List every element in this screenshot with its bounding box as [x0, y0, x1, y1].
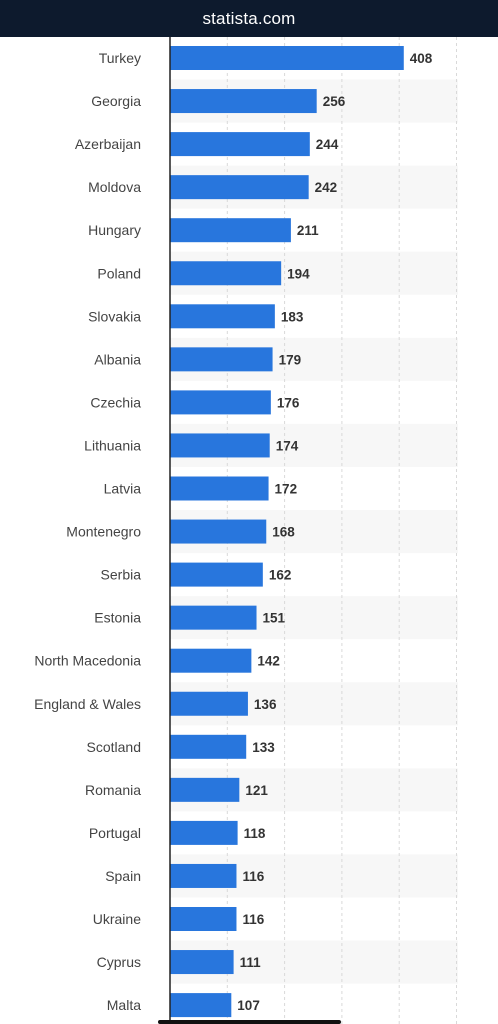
bar: [170, 777, 240, 802]
bar: [170, 433, 270, 458]
bar: [170, 820, 238, 845]
value-label: 179: [279, 352, 302, 367]
bar: [170, 390, 271, 415]
category-label: Cyprus: [97, 954, 141, 970]
category-label: Latvia: [104, 481, 142, 497]
bar: [170, 304, 275, 329]
bar: [170, 261, 282, 286]
bar: [170, 605, 257, 630]
category-label: Moldova: [88, 179, 141, 195]
bar: [170, 476, 269, 501]
category-label: Spain: [105, 868, 141, 884]
category-label: Czechia: [90, 394, 141, 410]
bar: [170, 863, 237, 888]
bar: [170, 562, 263, 587]
category-label: Ukraine: [93, 911, 141, 927]
value-label: 168: [272, 525, 295, 540]
value-label: 162: [269, 568, 292, 583]
home-indicator: [158, 1020, 341, 1024]
bar: [170, 691, 248, 716]
category-label: Serbia: [101, 567, 142, 583]
site-header: statista.com: [0, 0, 498, 37]
bar: [170, 132, 310, 157]
category-label: Lithuania: [84, 437, 141, 453]
value-label: 176: [277, 395, 300, 410]
value-label: 211: [297, 223, 319, 238]
category-label: Hungary: [88, 222, 141, 238]
value-label: 172: [275, 482, 298, 497]
value-label: 121: [245, 783, 268, 798]
bar: [170, 175, 309, 200]
bar: [170, 347, 273, 372]
category-label: Romania: [85, 782, 141, 798]
value-label: 133: [252, 740, 275, 755]
category-label: Georgia: [91, 93, 141, 109]
value-label: 136: [254, 697, 277, 712]
bar: [170, 46, 404, 70]
category-labels: Turkey Georgia Azerbaijan Moldova Hungary Pol…: [34, 50, 141, 1013]
category-label: North Macedonia: [34, 653, 141, 669]
value-label: 174: [276, 438, 299, 453]
category-label: Turkey: [99, 50, 141, 66]
category-label: Malta: [107, 997, 141, 1013]
value-label: 242: [315, 180, 338, 195]
value-label: 256: [323, 94, 346, 109]
bar: [170, 218, 291, 243]
value-label: 244: [316, 137, 339, 152]
bar: [170, 907, 237, 931]
bar: [170, 648, 252, 673]
bar: [170, 89, 317, 114]
category-label: Estonia: [94, 610, 141, 626]
category-label: Slovakia: [88, 308, 141, 324]
value-label: 111: [240, 955, 262, 970]
bar-chart: Turkey Georgia Azerbaijan Moldova Hungary Pol…: [34, 37, 458, 1024]
value-label: 151: [263, 611, 286, 626]
value-label: 194: [287, 266, 310, 281]
category-label: Montenegro: [66, 524, 141, 540]
bar: [170, 950, 234, 975]
value-label: 408: [410, 51, 433, 66]
value-label: 118: [244, 826, 266, 841]
category-label: Albania: [94, 351, 141, 367]
value-label: 116: [242, 912, 264, 927]
value-label: 142: [257, 654, 280, 669]
site-domain[interactable]: statista.com: [202, 8, 296, 28]
bar: [170, 734, 247, 759]
bar: [170, 519, 267, 544]
category-label: Poland: [97, 265, 141, 281]
category-label: Portugal: [89, 825, 141, 841]
value-label: 107: [237, 998, 260, 1013]
category-label: Scotland: [87, 739, 141, 755]
bars: [170, 46, 404, 1018]
category-label: England & Wales: [34, 696, 141, 712]
category-label: Azerbaijan: [75, 136, 141, 152]
value-label: 183: [281, 309, 304, 324]
bar: [170, 993, 232, 1018]
value-labels: 408 256 244 242 211 194 183 179 176 174 172 168 162 1…: [237, 51, 432, 1013]
value-label: 116: [242, 869, 264, 884]
